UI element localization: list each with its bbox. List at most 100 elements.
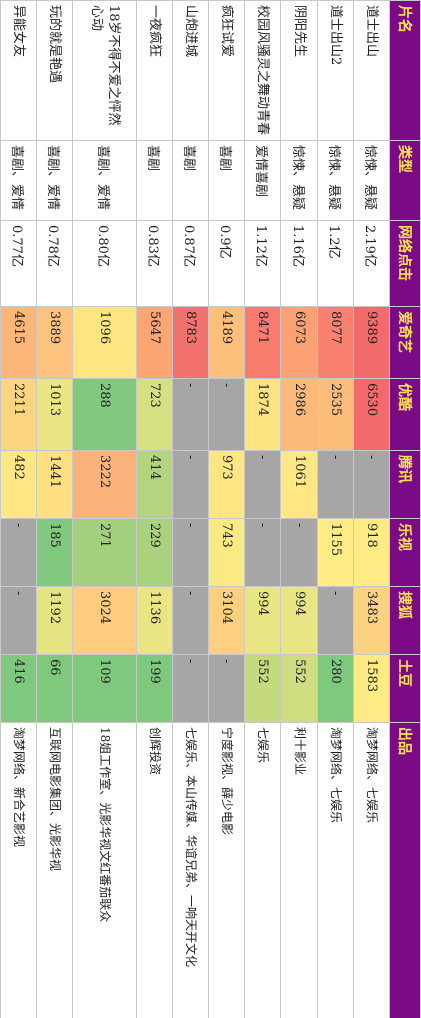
genre-cell: 喜剧: [172, 140, 209, 221]
producer-cell: 创辉投资: [136, 722, 173, 1018]
producer-cell: 利十影业: [280, 722, 318, 1018]
header-letv: 乐视: [389, 518, 421, 587]
iqiyi-cell: 8471: [244, 306, 281, 379]
title-cell: 山炮进城: [172, 0, 209, 141]
title-cell: 异能女友: [0, 0, 37, 141]
iqiyi-cell: 4189: [208, 306, 245, 379]
clicks-cell: 1.12亿: [244, 220, 281, 307]
tudou-cell: -: [172, 654, 209, 723]
tudou-cell: 66: [36, 654, 73, 723]
letv-cell: 1155: [317, 518, 354, 587]
tudou-cell: 552: [244, 654, 281, 723]
header-youku: 优酷: [389, 378, 421, 451]
sohu-cell: 1192: [36, 586, 73, 655]
genre-cell: 喜剧、爱情: [36, 140, 73, 221]
header-iqiyi: 爱奇艺: [389, 306, 421, 379]
iqiyi-cell: 1096: [72, 306, 137, 379]
header-clicks: 网络点击: [389, 220, 421, 307]
tudou-cell: 109: [72, 654, 137, 723]
clicks-cell: 2.19亿: [353, 220, 390, 307]
producer-cell: 淘梦网络、新合艺影视: [0, 722, 37, 1018]
header-title: 片名: [389, 0, 421, 141]
table-row: 道士出山2 惊悚、悬疑 1.2亿 8077 2535-1155-280 淘梦网络、七娱乐: [317, 0, 354, 1018]
tencent-cell: 3222: [72, 450, 137, 519]
letv-cell: 918: [353, 518, 390, 587]
sohu-cell: 3483: [353, 586, 390, 655]
youku-cell: -: [208, 378, 245, 451]
table-row: 异能女友 喜剧、爱情 0.77亿 4615 2211 482- -416 淘梦网络、新合艺影视: [0, 0, 37, 1018]
title-cell: 疯狂试爱: [208, 0, 245, 141]
genre-cell: 惊悚、悬疑: [353, 140, 390, 221]
tencent-cell: 414: [136, 450, 173, 519]
tencent-cell: -: [317, 450, 354, 519]
letv-cell: 743: [208, 518, 245, 587]
title-cell: 阴阳先生: [280, 0, 318, 141]
tudou-cell: 1583: [353, 654, 390, 723]
youku-cell: 2211: [0, 378, 37, 451]
sohu-cell: 994: [280, 586, 318, 655]
header-sohu: 搜狐: [389, 586, 421, 655]
genre-cell: 喜剧、爱情: [72, 140, 137, 221]
header-row: 片名 类型 网络点击 爱奇艺 优酷 腾讯 乐视 搜狐 土豆 出品: [389, 0, 421, 1018]
table-row: 阴阳先生 惊悚、悬疑 1.16亿 6073 2986 1061-994 552 利十影业: [280, 0, 318, 1018]
sohu-cell: 3104: [208, 586, 245, 655]
tencent-cell: 482: [0, 450, 37, 519]
iqiyi-cell: 6073: [280, 306, 318, 379]
header-tencent: 腾讯: [389, 450, 421, 519]
letv-cell: -: [0, 518, 37, 587]
producer-cell: 淘梦网络、七娱乐: [317, 722, 354, 1018]
tencent-cell: 1441: [36, 450, 73, 519]
youku-cell: 6530: [353, 378, 390, 451]
title-cell: 校园风骚灵之舞动青春: [244, 0, 281, 141]
youku-cell: 1874: [244, 378, 281, 451]
youku-cell: 1013: [36, 378, 73, 451]
tudou-cell: 416: [0, 654, 37, 723]
sohu-cell: 3024: [72, 586, 137, 655]
iqiyi-cell: 9389: [353, 306, 390, 379]
tencent-cell: 1061: [280, 450, 318, 519]
producer-cell: 淘梦网络、七娱乐: [353, 722, 390, 1018]
table-row: 道士出山 惊悚、悬疑 2.19亿 9389 6530-918 3483 1583 淘梦网络、七…: [353, 0, 390, 1018]
clicks-cell: 0.9亿: [208, 220, 245, 307]
table-body: 道士出山 惊悚、悬疑 2.19亿 9389 6530-918 3483 1583 淘梦网络、七…: [0, 0, 390, 1018]
letv-cell: -: [244, 518, 281, 587]
clicks-cell: 1.2亿: [317, 220, 354, 307]
table-row: 一夜疯狂 喜剧 0.83亿 5647 723 414 229 1136 199 创辉投资: [136, 0, 173, 1018]
producer-cell: 互联网电影集团、光影华视: [36, 722, 73, 1018]
tudou-cell: 199: [136, 654, 173, 723]
iqiyi-cell: 8077: [317, 306, 354, 379]
header-genre: 类型: [389, 140, 421, 221]
genre-cell: 惊悚、悬疑: [280, 140, 318, 221]
genre-cell: 喜剧: [136, 140, 173, 221]
letv-cell: 271: [72, 518, 137, 587]
title-cell: 18岁不得不爱之怦然心动: [72, 0, 137, 141]
iqiyi-cell: 8783: [172, 306, 209, 379]
table-row: 玩的就是艳遇 喜剧、爱情 0.78亿 3889 1013 1441 185 1192 66 互联网…: [36, 0, 73, 1018]
header-producer: 出品: [389, 722, 421, 1018]
table-row: 疯狂试爱 喜剧 0.9亿 4189-973 743 3104- 宁度影视、薛少电影: [208, 0, 245, 1018]
letv-cell: -: [280, 518, 318, 587]
sohu-cell: 1136: [136, 586, 173, 655]
tencent-cell: -: [353, 450, 390, 519]
tencent-cell: 973: [208, 450, 245, 519]
clicks-cell: 0.78亿: [36, 220, 73, 307]
producer-cell: 宁度影视、薛少电影: [208, 722, 245, 1018]
clicks-cell: 0.77亿: [0, 220, 37, 307]
iqiyi-cell: 3889: [36, 306, 73, 379]
letv-cell: -: [172, 518, 209, 587]
sohu-cell: -: [317, 586, 354, 655]
iqiyi-cell: 5647: [136, 306, 173, 379]
clicks-cell: 1.16亿: [280, 220, 318, 307]
genre-cell: 惊悚、悬疑: [317, 140, 354, 221]
tudou-cell: 552: [280, 654, 318, 723]
header-tudou: 土豆: [389, 654, 421, 723]
tencent-cell: -: [172, 450, 209, 519]
clicks-cell: 0.87亿: [172, 220, 209, 307]
sohu-cell: 994: [244, 586, 281, 655]
tudou-cell: 280: [317, 654, 354, 723]
table-row: 校园风骚灵之舞动青春 爱情喜剧 1.12亿 8471 1874- -994 552 七娱乐: [244, 0, 281, 1018]
genre-cell: 喜剧: [208, 140, 245, 221]
